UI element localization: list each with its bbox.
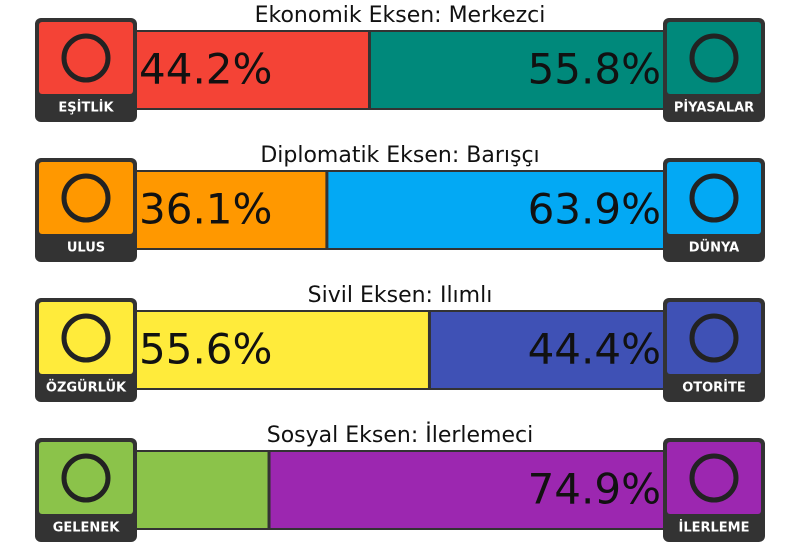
bar-segment [370, 32, 663, 108]
icon-background [39, 442, 133, 514]
icon [689, 173, 739, 223]
axis-title: Sivil Eksen: Ilımlı [308, 283, 493, 308]
bar-segment [328, 172, 663, 248]
bar-segment [137, 172, 326, 248]
axis-end-label: ÖZGÜRLÜK [46, 380, 127, 396]
value-label: 55.6% [139, 325, 272, 374]
icon [689, 453, 739, 503]
axis-title: Ekonomik Eksen: Merkezci [255, 3, 546, 28]
axis-end-label: EŞİTLİK [58, 100, 114, 116]
icon [61, 173, 111, 223]
value-label: 36.1% [139, 185, 272, 234]
value-label: 74.9% [528, 465, 661, 514]
value-label: 44.4% [528, 325, 661, 374]
bar-segment [137, 452, 268, 528]
axis-end-label: PİYASALAR [674, 100, 754, 116]
icon [689, 313, 739, 363]
bar-segment [430, 312, 663, 388]
value-label: 55.8% [528, 45, 661, 94]
icon-background [667, 22, 761, 94]
icon [61, 313, 111, 363]
axis-title: Diplomatik Eksen: Barışçı [260, 143, 539, 168]
axis-end-label: İLERLEME [679, 520, 750, 536]
icon [61, 453, 111, 503]
axis-end-label: GELENEK [53, 521, 120, 536]
bar-segment [270, 452, 663, 528]
icon-background [39, 22, 133, 94]
icon-background [39, 302, 133, 374]
bar-segment [137, 32, 368, 108]
value-label: 44.2% [139, 45, 272, 94]
bar-segment [137, 312, 428, 388]
icon-background [667, 442, 761, 514]
icon-background [667, 162, 761, 234]
axis-end-label: ULUS [67, 241, 105, 256]
icon [61, 33, 111, 83]
axis-end-label: OTORİTE [682, 380, 746, 396]
axis-end-label: DÜNYA [689, 240, 739, 256]
icon-background [667, 302, 761, 374]
icon-background [39, 162, 133, 234]
value-label: 63.9% [528, 185, 661, 234]
axis-title: Sosyal Eksen: İlerlemeci [267, 422, 533, 448]
icon [689, 33, 739, 83]
